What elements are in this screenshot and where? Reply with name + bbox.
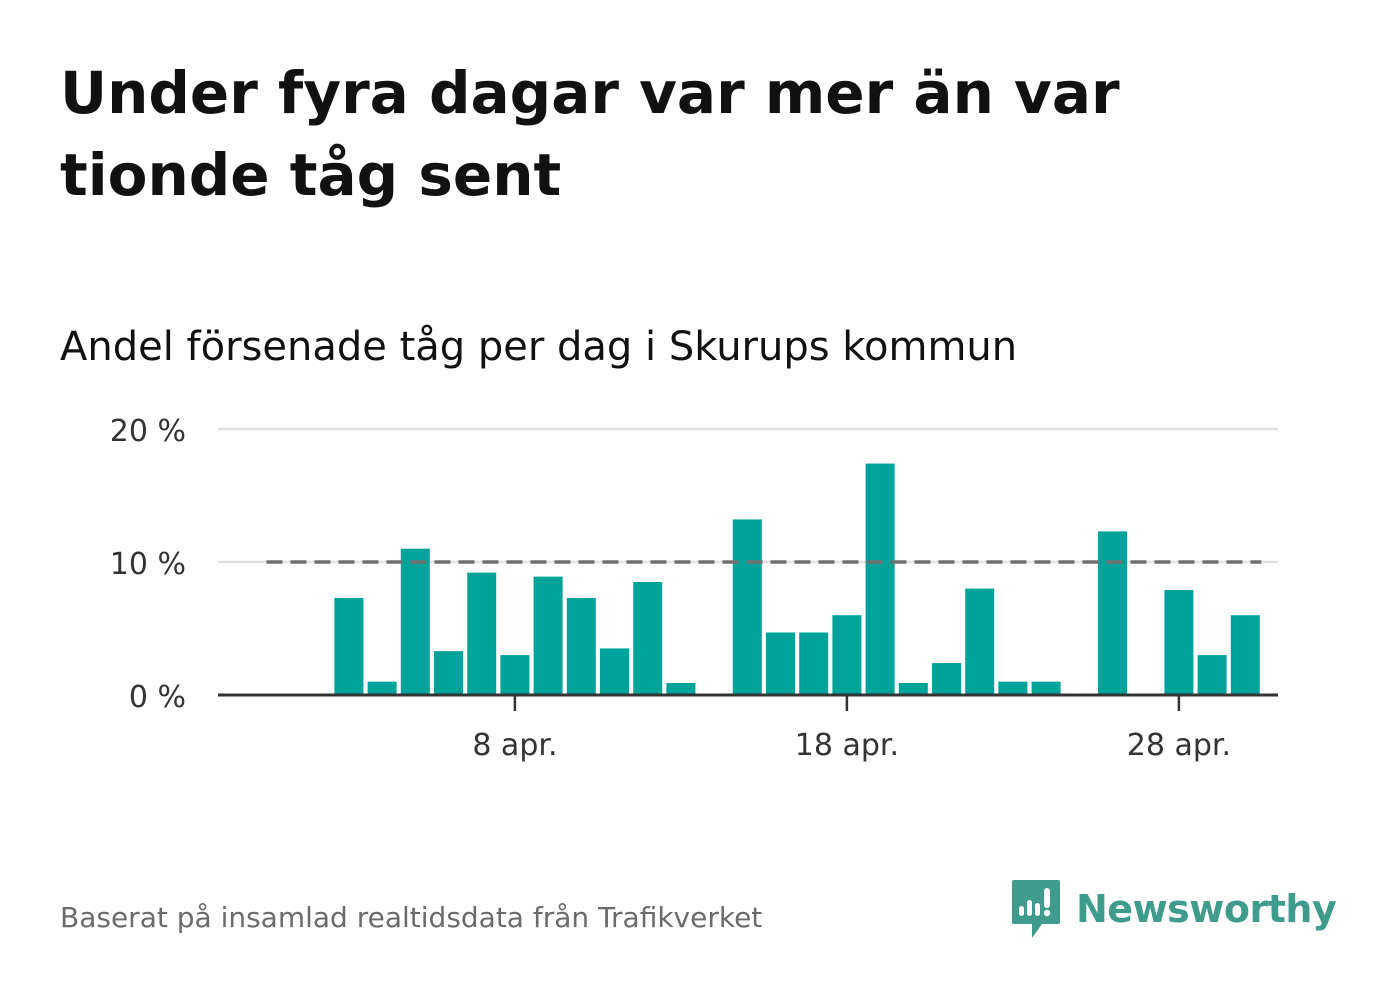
bar (500, 655, 530, 695)
bar (1098, 531, 1127, 695)
bar (965, 588, 995, 695)
bar (732, 519, 762, 695)
bar (467, 572, 497, 695)
bar (898, 683, 928, 695)
y-tick-label: 20 % (110, 414, 186, 449)
newsworthy-logo-icon (1012, 880, 1060, 938)
bar (1230, 615, 1260, 695)
bar (1197, 655, 1227, 695)
bar (666, 683, 696, 695)
bar (799, 632, 829, 695)
y-tick-label: 10 % (110, 547, 186, 582)
chart-title: Under fyra dagar var mer än var tionde t… (60, 59, 1120, 209)
bar (434, 651, 463, 695)
x-tick-label: 28 apr. (1127, 728, 1231, 763)
bar (400, 548, 430, 695)
y-tick-label: 0 % (129, 680, 186, 715)
bar (633, 581, 663, 695)
source-note: Baserat på insamlad realtidsdata från Tr… (60, 901, 763, 934)
x-tick-label: 18 apr. (795, 728, 899, 763)
bar (832, 615, 862, 695)
bar (367, 681, 397, 695)
brand-logo: Newsworthy (1010, 878, 1337, 940)
bar (566, 597, 596, 695)
bar (932, 663, 961, 695)
brand-name: Newsworthy (1076, 887, 1337, 931)
bar (334, 597, 364, 695)
bar (1164, 589, 1194, 695)
bar (1031, 681, 1061, 695)
bar (533, 576, 563, 695)
x-tick-label: 8 apr. (472, 728, 557, 763)
chart-subtitle: Andel försenade tåg per dag i Skurups ko… (60, 324, 1018, 370)
bar (600, 648, 629, 695)
bar (865, 463, 895, 695)
bar (766, 632, 795, 695)
bar (998, 681, 1028, 695)
